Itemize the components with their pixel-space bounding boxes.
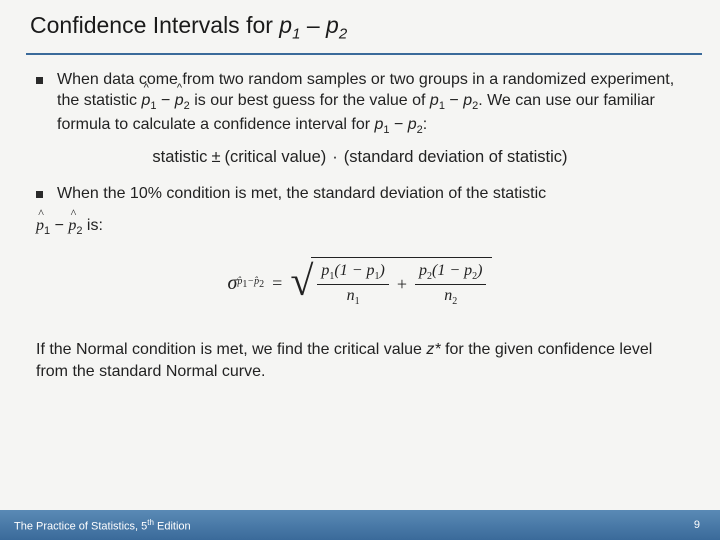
- sigma: σ: [228, 272, 238, 295]
- general-formula: statistic±(critical value)·(standard dev…: [36, 148, 684, 167]
- p1-dash: −: [157, 92, 175, 109]
- title-sub2: 2: [339, 26, 347, 43]
- sqrt-body: p1(1 − p1) n1 + p2(1 − p2) n2: [311, 257, 492, 309]
- paragraph-2: When the 10% condition is met, the stand…: [57, 183, 546, 205]
- p2b: p: [408, 116, 417, 133]
- frac2-num: p2(1 − p2): [415, 262, 486, 285]
- p2-dash: −: [50, 217, 68, 234]
- content-region: When data come from two random samples o…: [0, 55, 720, 310]
- p2-t2: is:: [82, 217, 102, 234]
- concl-t1: If the Normal condition is met, we find …: [36, 341, 426, 358]
- n2open: (1 −: [432, 262, 464, 279]
- p1a: p: [430, 92, 439, 109]
- frac-2: p2(1 − p2) n2: [415, 262, 486, 307]
- f-sd: (standard deviation of statistic): [344, 148, 568, 166]
- n1open: (1 −: [334, 262, 366, 279]
- p2-phat2: p: [68, 215, 76, 237]
- f-stat: statistic: [152, 148, 207, 166]
- footer-title: The Practice of Statistics, 5: [14, 520, 147, 532]
- paragraph-2b: p1 − p2 is:: [36, 215, 684, 239]
- title-minus: –: [300, 12, 326, 38]
- sigma-sub: p̂1−p̂2: [237, 276, 264, 290]
- slide-title: Confidence Intervals for p1 – p2: [30, 12, 690, 43]
- n2p2: p: [464, 262, 472, 279]
- title-var2: p: [326, 12, 339, 38]
- p1-t4: :: [423, 116, 427, 133]
- frac1-den: n1: [347, 285, 360, 307]
- p1-t2: is our best guess for the value of: [190, 92, 430, 109]
- n2close: ): [477, 262, 482, 279]
- n2p: p: [419, 262, 427, 279]
- title-var1: p: [279, 12, 292, 38]
- concl-z: z*: [426, 341, 440, 358]
- p1-dash3: −: [390, 116, 408, 133]
- footer: The Practice of Statistics, 5th Edition …: [0, 510, 720, 540]
- paragraph-1: When data come from two random samples o…: [57, 69, 684, 139]
- footer-book: The Practice of Statistics, 5th Edition: [14, 518, 191, 533]
- slide: Confidence Intervals for p1 – p2 When da…: [0, 0, 720, 540]
- footer-ed: Edition: [154, 520, 191, 532]
- bullet-2: When the 10% condition is met, the stand…: [36, 183, 684, 205]
- phat2: p: [175, 90, 184, 112]
- plus: +: [389, 274, 415, 295]
- sd-formula: σp̂1−p̂2 = √ p1(1 − p1) n1 + p2(1 − p2) …: [36, 257, 684, 309]
- title-prefix: Confidence Intervals for: [30, 12, 279, 38]
- p2-phat1: p: [36, 215, 44, 237]
- d2s: 2: [452, 296, 457, 307]
- title-region: Confidence Intervals for p1 – p2: [0, 0, 720, 49]
- f-dot: ·: [326, 148, 344, 166]
- bullet-icon: [36, 191, 43, 198]
- page-number: 9: [694, 519, 700, 531]
- phat1: p: [141, 90, 150, 112]
- p2a: p: [463, 92, 472, 109]
- d1s: 1: [355, 296, 360, 307]
- n1p2: p: [367, 262, 375, 279]
- d1n: n: [347, 287, 355, 304]
- frac-1: p1(1 − p1) n1: [317, 262, 388, 307]
- frac2-den: n2: [444, 285, 457, 307]
- radical-icon: √: [290, 261, 313, 313]
- equals: =: [264, 273, 290, 294]
- p2-t1: When the 10% condition is met, the stand…: [57, 185, 546, 202]
- conclusion: If the Normal condition is met, we find …: [0, 339, 720, 382]
- sqrt: √ p1(1 − p1) n1 + p2(1 − p2) n2: [290, 257, 492, 309]
- footer-th: th: [147, 518, 154, 527]
- p1-dash2: −: [445, 92, 463, 109]
- f-pm: ±: [207, 148, 224, 166]
- frac1-num: p1(1 − p1): [317, 262, 388, 285]
- bullet-1: When data come from two random samples o…: [36, 69, 684, 139]
- f-cv: (critical value): [225, 148, 327, 166]
- bullet-icon: [36, 77, 43, 84]
- n1close: ): [380, 262, 385, 279]
